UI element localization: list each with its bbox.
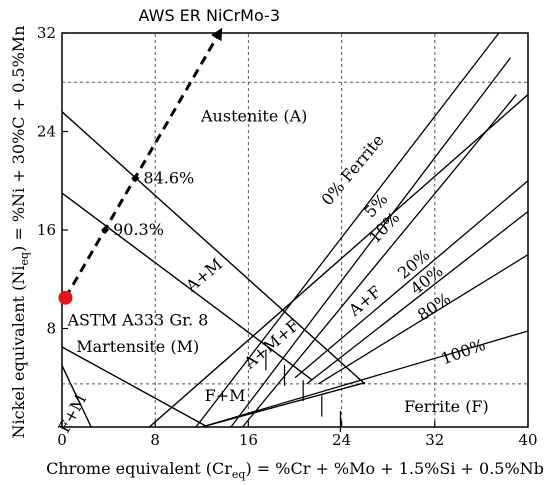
point-label-2: 90.3% [113,220,164,239]
y-tick-label-1: 16 [37,221,56,239]
ferrite-line-0 [195,32,500,428]
martensite-ferrite-boundary [148,94,529,428]
ferrite-line-5 [317,254,529,385]
austenite-martensite-boundary [61,192,313,381]
x-axis-label-rest: ) = %Cr + %Mo + 1.5%Si + 0.5%Nb [245,459,543,478]
x-tick-label-0: 0 [57,431,67,449]
y-axis-label: Nickel equivalent (Nieq) = %Ni + 30%C + … [9,26,31,439]
y-axis-label-sub: eq [18,252,31,266]
x-axis-label-main: Chrome equivalent (Cr [46,459,232,478]
x-tick-label-4: 32 [425,431,444,449]
fm-small-boundary [61,365,92,428]
ferrite-line-4 [306,211,529,385]
region-label-2: F+M [205,386,246,405]
region-label-6: A+F [344,282,385,320]
x-tick-label-3: 24 [332,431,351,449]
point-start-marker [58,290,73,305]
ferrite-label-6: 100% [438,335,487,369]
point-marker-2 [101,226,110,234]
region-label-1: Martensite (M) [76,337,199,356]
ferrite-line-6 [201,330,529,428]
points-layer: ASTM A333 Gr. 8 84.6% 90.3% AWS ER NiCrMo-3 [58,6,280,330]
y-tick-label-3: 32 [37,24,56,42]
ticks-layer: 0 8 16 24 32 40 8 16 24 32 [37,24,538,449]
x-tick-label-1: 8 [150,431,160,449]
labels-layer: Austenite (A) Martensite (M) F+M Ferrite (F… [54,107,488,436]
point-label-1: 84.6% [143,168,194,187]
region-label-4: A+M [181,254,226,296]
austenite-upper-boundary [61,111,366,385]
y-axis-label-main: Nickel equivalent (Ni [9,266,28,439]
dilution-arrow [64,27,223,299]
lines-layer [61,27,529,432]
point-marker-1 [131,174,140,183]
region-label-0: Austenite (A) [200,107,307,126]
ferrite-line-3 [294,180,529,379]
ferrite-line-2 [242,94,517,428]
martensite-fm-boundary [61,346,208,428]
x-tick-label-5: 40 [518,431,537,449]
region-label-3: Ferrite (F) [404,397,489,416]
x-axis-label-sub: eq [232,468,246,481]
y-tick-label-2: 24 [37,123,56,141]
y-axis-label-rest: ) = %Ni + 30%C + 0.5%Mn [9,26,28,252]
ferrite-line-1 [230,57,512,428]
y-tick-label-0: 8 [46,320,56,338]
point-label-start: ASTM A333 Gr. 8 [66,311,208,330]
x-axis-label: Chrome equivalent (Creq) = %Cr + %Mo + 1… [46,459,544,481]
x-tick-label-2: 16 [239,431,258,449]
point-label-end: AWS ER NiCrMo-3 [139,6,280,25]
